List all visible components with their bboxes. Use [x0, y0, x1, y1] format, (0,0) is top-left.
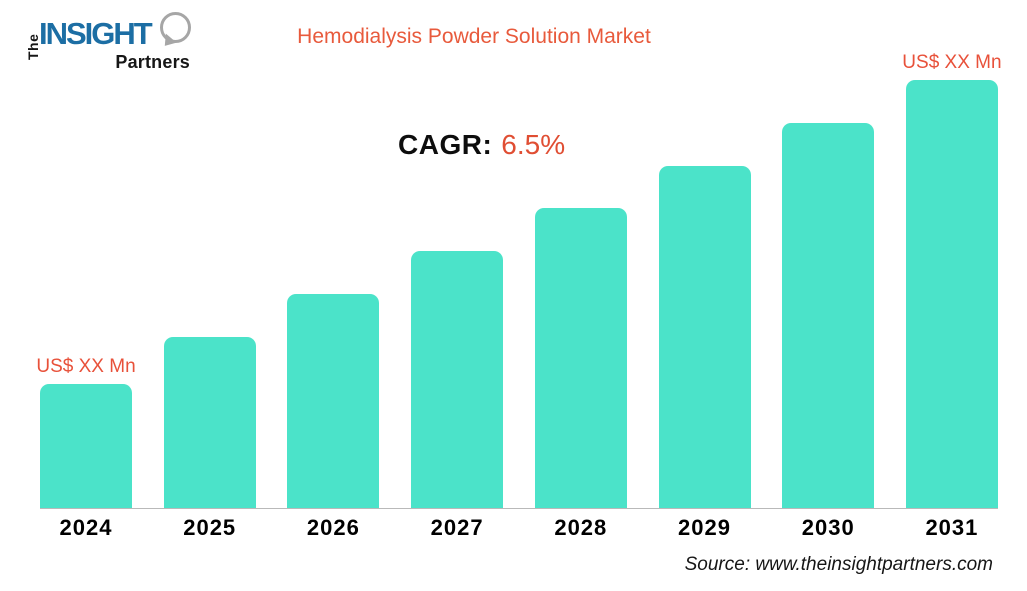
magnifier-lens-icon: [160, 12, 191, 43]
bar-2025: [163, 337, 256, 508]
logo-insight-text: INSIGHT: [39, 16, 153, 51]
source-attribution: Source: www.theinsightpartners.com: [684, 554, 993, 575]
bar-column-2029: [658, 166, 751, 508]
x-tick-2030: 2030: [801, 515, 855, 540]
bar-2029: [658, 166, 751, 508]
bar-column-2027: [411, 251, 504, 508]
bar-column-2030: [782, 123, 875, 508]
bar-plot-area: US$ XX Mn US$ XX Mn: [36, 52, 1002, 508]
bar-column-2031: US$ XX Mn: [902, 52, 1002, 508]
bar-value-label-2031: US$ XX Mn: [902, 52, 1002, 73]
x-axis-line: [40, 508, 998, 509]
x-axis-tick-labels: 2024 2025 2026 2027 2028 2029 2030 2031: [40, 515, 998, 541]
x-tick-2028: 2028: [554, 515, 608, 540]
bar-value-label-2024: US$ XX Mn: [36, 356, 136, 377]
bar-column-2026: [287, 294, 380, 508]
bar-2028: [534, 208, 627, 508]
x-tick-2026: 2026: [306, 515, 360, 540]
x-tick-2027: 2027: [430, 515, 484, 540]
cagr-annotation: CAGR: 6.5%: [398, 129, 565, 161]
bar-2024: [40, 384, 132, 508]
x-tick-2024: 2024: [59, 515, 113, 540]
x-tick-2031: 2031: [925, 515, 979, 540]
bar-column-2025: [163, 337, 256, 508]
x-tick-2025: 2025: [183, 515, 237, 540]
bar-2026: [287, 294, 380, 508]
logo-partners-text: Partners: [115, 52, 190, 72]
cagr-value: 6.5%: [501, 129, 566, 160]
bar-2031: [905, 80, 998, 508]
bar-2030: [782, 123, 875, 508]
bar-2027: [411, 251, 504, 508]
insight-partners-logo: The INSIGHT Partners: [22, 6, 207, 78]
chart-title: Hemodialysis Powder Solution Market: [297, 25, 651, 48]
bar-column-2028: [534, 208, 627, 508]
bar-column-2024: US$ XX Mn: [36, 356, 136, 508]
cagr-label: CAGR:: [398, 129, 493, 160]
x-tick-2029: 2029: [678, 515, 731, 540]
